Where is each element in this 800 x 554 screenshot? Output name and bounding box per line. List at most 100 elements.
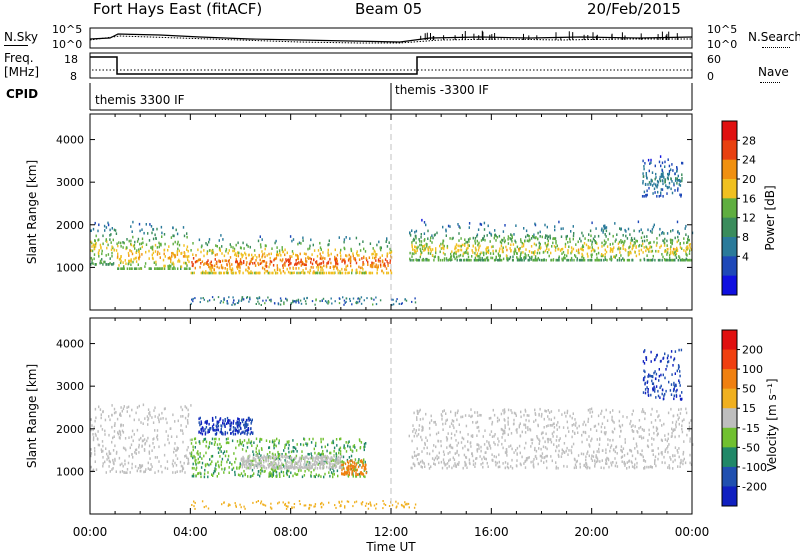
power-cell [282, 258, 284, 261]
velocity-cell [643, 410, 645, 414]
power-cell [123, 267, 125, 270]
power-cell [117, 267, 120, 270]
power-cell [661, 179, 664, 182]
velocity-cell [269, 461, 272, 464]
power-cell [190, 271, 192, 275]
velocity-cell [673, 394, 675, 398]
power-cell [334, 248, 336, 252]
velocity-cell [286, 464, 288, 467]
power-cell [269, 262, 271, 266]
power-cell [467, 238, 470, 241]
velocity-cell [486, 461, 488, 465]
power-cell [605, 250, 608, 254]
velocity-cell [336, 444, 338, 447]
power-cell [300, 260, 302, 264]
velocity-cell [237, 417, 239, 420]
power-cell [544, 241, 546, 245]
power-cell [418, 238, 420, 241]
power-cell [494, 233, 496, 237]
power-cell [281, 259, 283, 263]
power-cell [276, 268, 279, 271]
power-cell [334, 258, 336, 261]
velocity-cell [299, 456, 301, 460]
velocity-cell [647, 390, 649, 394]
velocity-cell [205, 425, 208, 429]
velocity-cell [611, 418, 613, 422]
velocity-cell [243, 463, 246, 467]
power-cell [270, 300, 272, 303]
power-cell [542, 251, 545, 254]
power-cell [575, 249, 578, 252]
velocity-cell [250, 420, 253, 423]
power-cell [671, 241, 673, 245]
velocity-cell [219, 448, 221, 451]
power-cell [186, 232, 188, 235]
velocity-cell [251, 444, 253, 447]
velocity-cell [93, 447, 96, 450]
velocity-cell [318, 452, 320, 455]
power-cell [257, 239, 260, 243]
velocity-cell [668, 380, 670, 384]
velocity-cell [131, 408, 133, 412]
velocity-cell [248, 416, 250, 420]
velocity-cell [482, 465, 484, 469]
velocity-cell [576, 459, 578, 463]
power-cell [292, 301, 294, 304]
velocity-cell [125, 471, 127, 474]
power-cell [276, 271, 279, 275]
velocity-cell [275, 457, 278, 460]
velocity-cell [250, 462, 252, 466]
velocity-cell [257, 456, 259, 459]
velocity-cell [413, 434, 415, 438]
velocity-cell [430, 419, 433, 422]
velocity-cell [604, 432, 607, 436]
power-cell [503, 240, 506, 244]
power-cell [659, 246, 661, 249]
power-cell [363, 256, 365, 260]
velocity-cell [507, 462, 509, 465]
velocity-cell [285, 466, 287, 470]
velocity-cell [467, 440, 469, 443]
power-cell [554, 249, 557, 252]
velocity-cell [260, 438, 263, 441]
velocity-cell [332, 466, 335, 469]
velocity-cell [299, 467, 302, 470]
power-cell [327, 254, 329, 257]
power-cell [227, 251, 229, 255]
power-cell [317, 263, 319, 267]
power-cell [653, 240, 655, 244]
power-cell [150, 246, 152, 249]
power-cell [151, 256, 154, 260]
velocity-cell [524, 460, 526, 463]
power-cell [167, 267, 169, 270]
velocity-cell [458, 453, 460, 457]
velocity-cell [342, 463, 344, 466]
power-cell [258, 263, 260, 267]
power-cell [435, 249, 437, 252]
velocity-cell [281, 455, 283, 458]
power-cell [294, 300, 296, 302]
velocity-cell [229, 422, 231, 425]
velocity-cell [94, 449, 96, 453]
velocity-cell [534, 413, 537, 416]
velocity-cell [254, 459, 257, 462]
power-cell [93, 257, 95, 261]
velocity-cell [589, 411, 591, 414]
velocity-cell [194, 456, 196, 459]
power-cell [646, 189, 648, 193]
power-cell [620, 254, 622, 257]
velocity-cell [648, 428, 650, 432]
velocity-cell [365, 442, 367, 445]
velocity-cell [326, 449, 328, 453]
power-cell [510, 233, 512, 236]
velocity-cell [498, 453, 500, 457]
power-cell [430, 250, 432, 253]
velocity-cell [648, 375, 650, 378]
power-cell [383, 263, 385, 267]
power-cell [246, 243, 248, 247]
power-cell [513, 233, 515, 236]
velocity-cell [660, 373, 662, 377]
power-cell [172, 267, 174, 270]
velocity-cell [675, 384, 677, 387]
power-cell [412, 239, 414, 242]
